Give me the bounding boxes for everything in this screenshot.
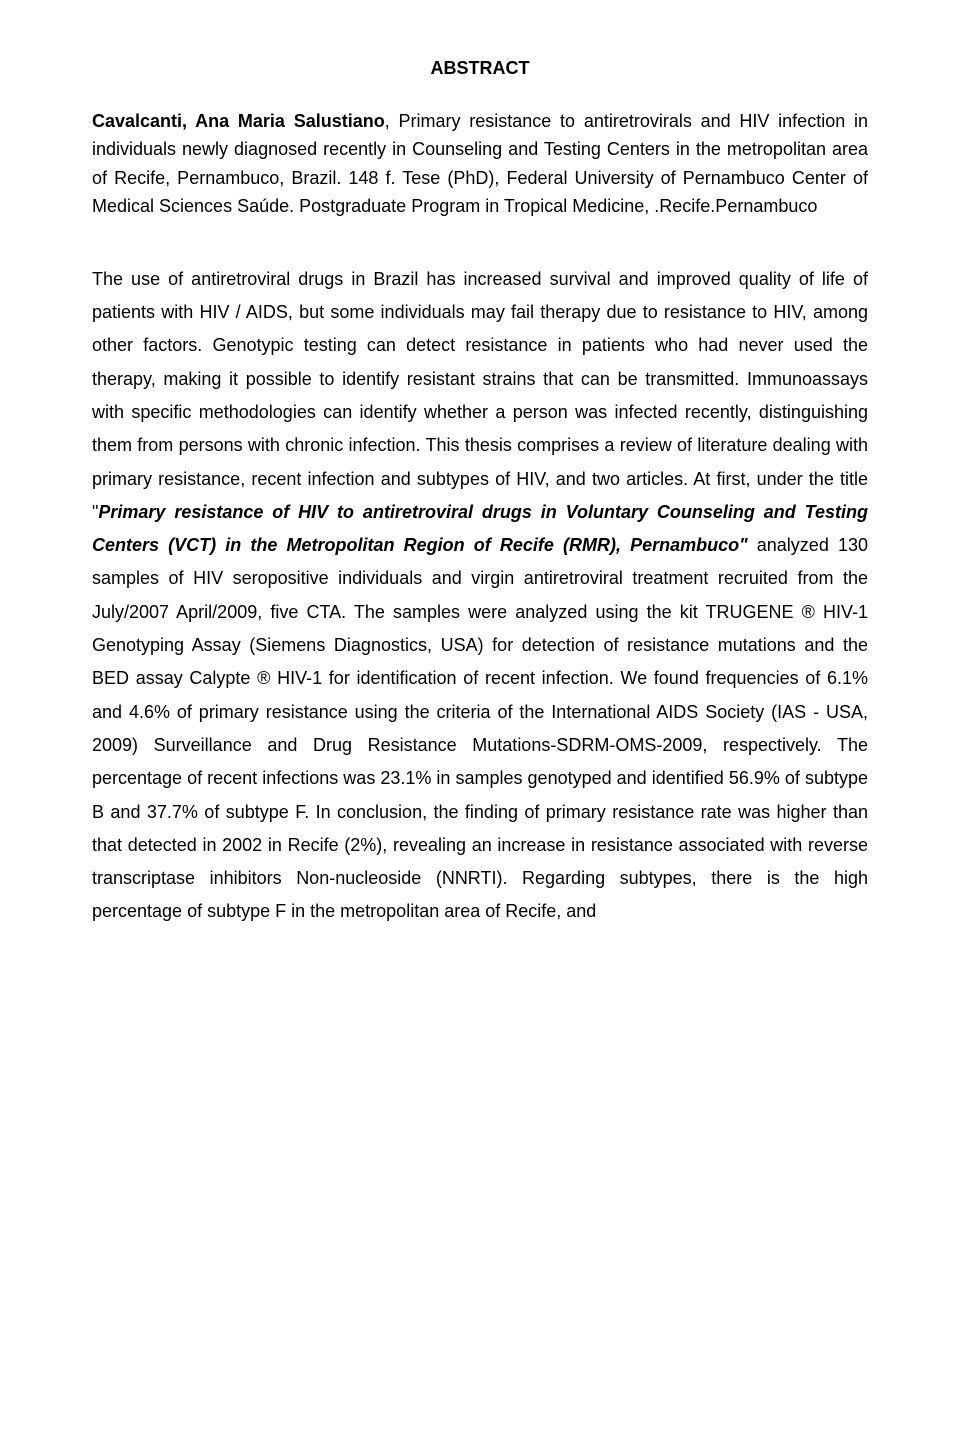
- body-part2: analyzed 130 samples of HIV seropositive…: [92, 535, 868, 921]
- author-name: Cavalcanti, Ana Maria Salustiano: [92, 111, 385, 131]
- body-part1: The use of antiretroviral drugs in Brazi…: [92, 269, 868, 522]
- abstract-title: ABSTRACT: [92, 58, 868, 79]
- citation-block: Cavalcanti, Ana Maria Salustiano, Primar…: [92, 107, 868, 221]
- abstract-body: The use of antiretroviral drugs in Brazi…: [92, 263, 868, 929]
